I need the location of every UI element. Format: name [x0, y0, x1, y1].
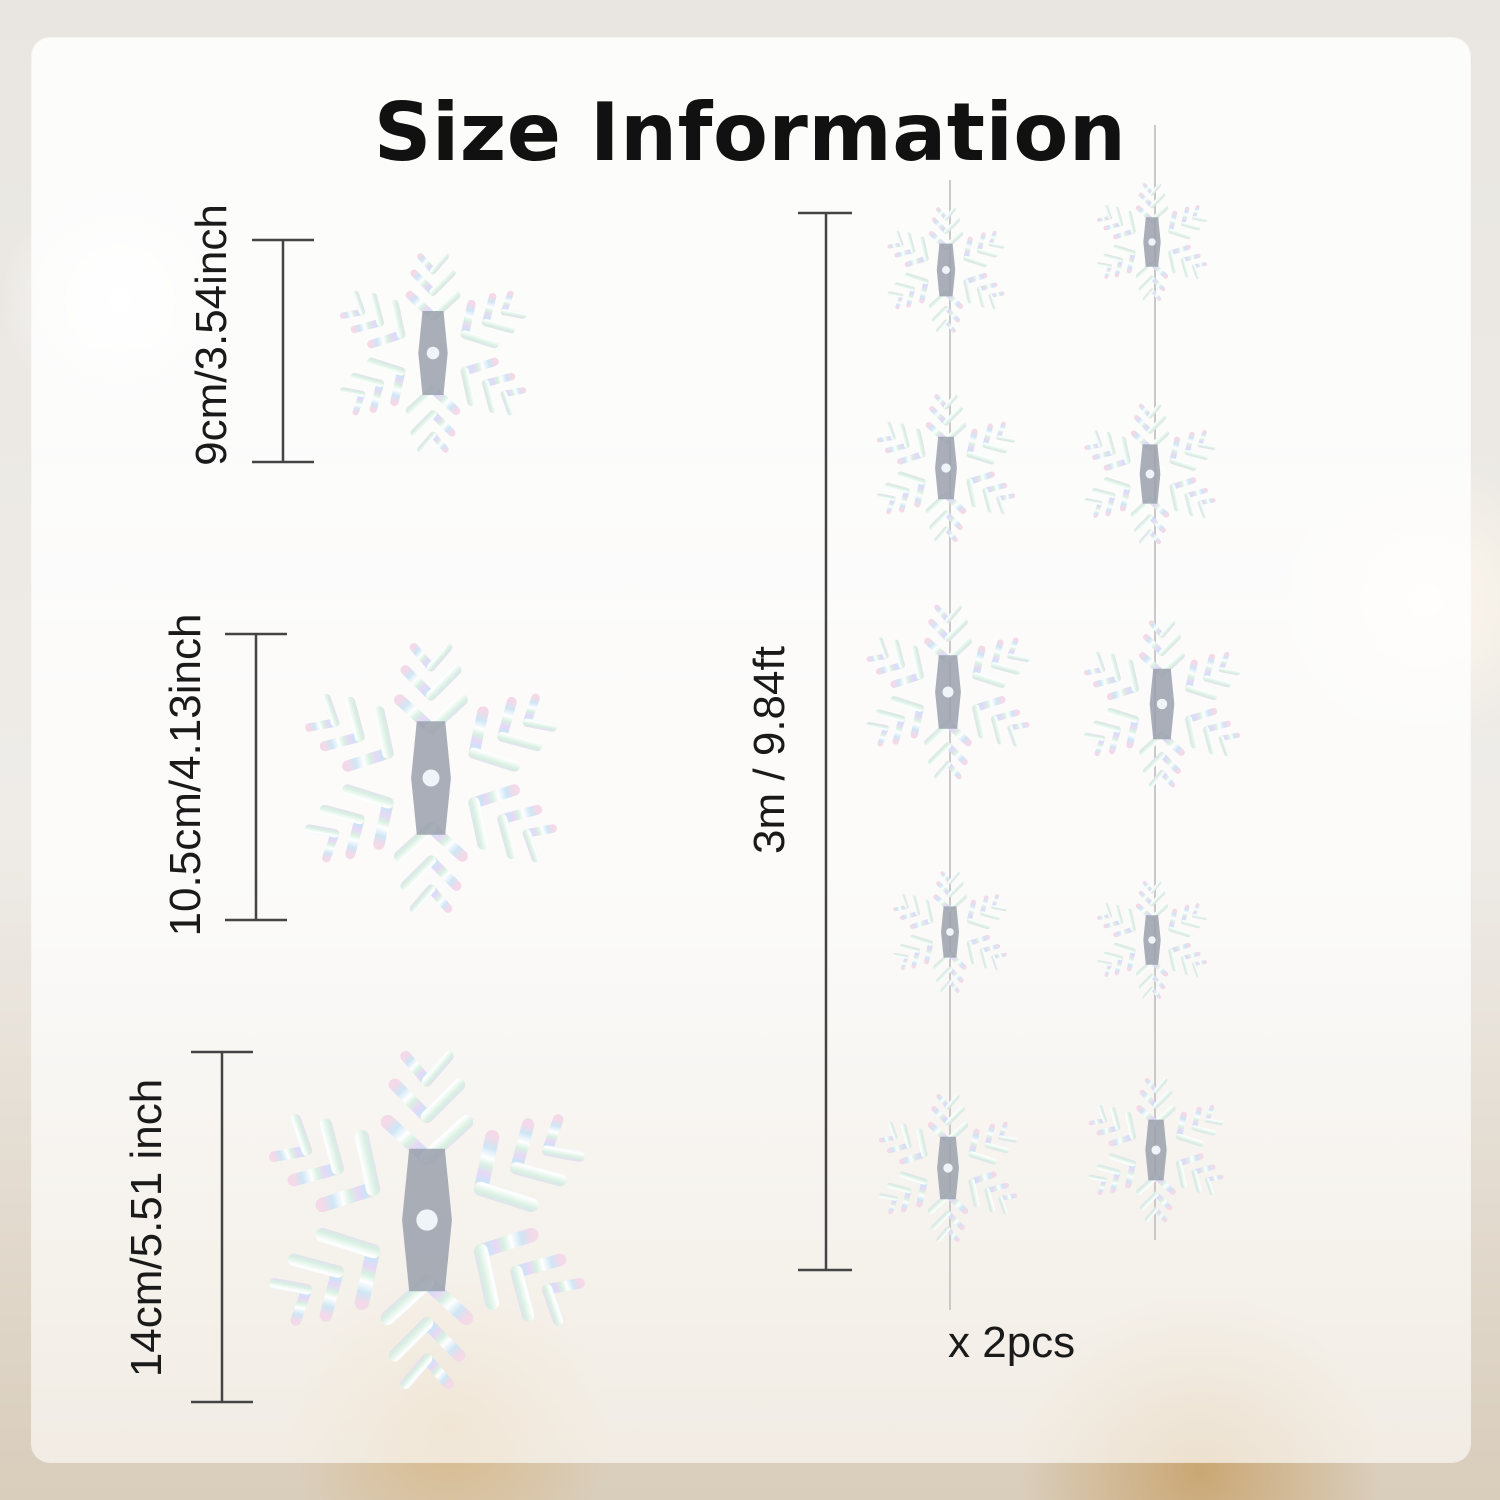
- garland-snowflake: [872, 1090, 1024, 1246]
- size-label-large: 14cm/5.51 inch: [122, 1078, 171, 1378]
- garland-snowflake: [1091, 180, 1212, 304]
- garland-snowflake: [858, 600, 1038, 784]
- quantity-label: x 2pcs: [948, 1318, 1076, 1367]
- garland-snowflake: [870, 390, 1022, 546]
- garland-snowflake: [1078, 400, 1222, 548]
- snowflake-medium: [292, 636, 569, 920]
- size-label-small: 9cm/3.54inch: [187, 204, 236, 466]
- info-panel: [32, 38, 1470, 1462]
- snowflake-large: [253, 1042, 600, 1398]
- garland-snowflake: [1082, 1074, 1230, 1226]
- snowflake-small: [331, 248, 536, 458]
- size-label-medium: 10.5cm/4.13inch: [161, 613, 210, 937]
- dimension-bracket-medium: [225, 632, 287, 922]
- garland-snowflake: [1076, 616, 1248, 792]
- dimension-bracket-small: [252, 238, 314, 464]
- page-title: Size Information: [373, 86, 1127, 179]
- garland-snowflake: [882, 204, 1011, 336]
- garland-length-label: 3m / 9.84ft: [745, 646, 794, 854]
- garland-snowflake: [888, 868, 1013, 996]
- dimension-bracket-large: [191, 1050, 253, 1404]
- dimension-bracket-garland: [798, 211, 852, 1272]
- garland-snowflake: [1091, 878, 1212, 1002]
